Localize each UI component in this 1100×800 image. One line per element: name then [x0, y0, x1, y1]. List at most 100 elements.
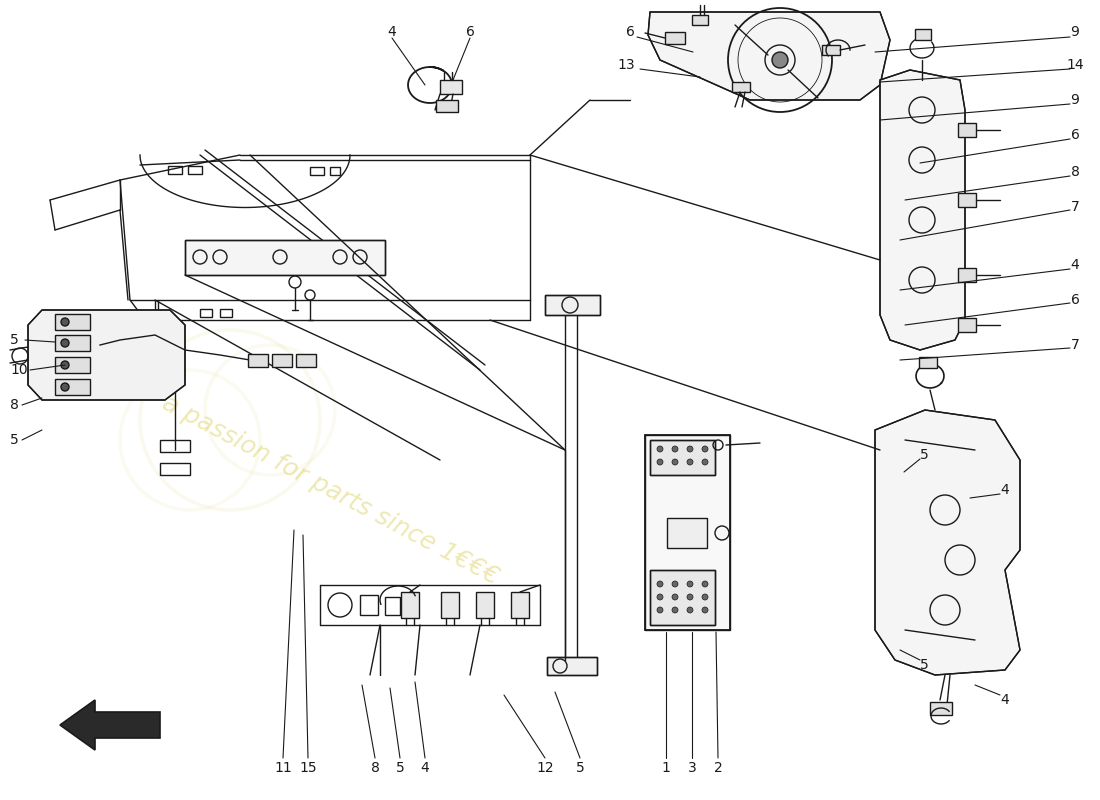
Bar — [822, 45, 840, 55]
Bar — [248, 354, 268, 367]
Text: 15: 15 — [299, 761, 317, 775]
Text: 5: 5 — [396, 761, 405, 775]
Bar — [185, 240, 385, 275]
Text: 6: 6 — [1070, 128, 1079, 142]
Text: 3: 3 — [688, 761, 696, 775]
Text: 6: 6 — [1070, 293, 1079, 307]
Text: 9: 9 — [1070, 93, 1079, 107]
Text: 1: 1 — [661, 761, 670, 775]
Bar — [958, 123, 976, 137]
Bar — [958, 268, 976, 282]
Text: 9: 9 — [1070, 25, 1079, 39]
Bar — [666, 32, 685, 44]
Polygon shape — [60, 700, 160, 750]
Bar — [55, 335, 90, 351]
Bar — [220, 309, 232, 317]
Bar — [930, 702, 952, 715]
Text: 7: 7 — [1070, 200, 1079, 214]
Text: 6: 6 — [465, 25, 474, 39]
Circle shape — [688, 446, 693, 452]
Text: 6: 6 — [626, 25, 635, 39]
Text: 11: 11 — [274, 761, 292, 775]
Polygon shape — [874, 410, 1020, 675]
Bar — [160, 440, 190, 452]
Circle shape — [657, 446, 663, 452]
Bar — [692, 15, 708, 25]
Circle shape — [657, 607, 663, 613]
Circle shape — [657, 581, 663, 587]
Circle shape — [702, 459, 708, 465]
Bar — [544, 295, 600, 315]
Bar — [55, 379, 90, 395]
Polygon shape — [880, 70, 965, 350]
Text: 5: 5 — [10, 333, 19, 347]
Bar — [440, 80, 462, 94]
Text: 13: 13 — [617, 58, 635, 72]
Bar — [441, 592, 459, 618]
Bar — [650, 570, 715, 625]
Polygon shape — [28, 310, 185, 400]
Bar — [188, 166, 202, 174]
Text: 7: 7 — [1070, 338, 1079, 352]
Text: a passion for parts since 1€€€: a passion for parts since 1€€€ — [157, 390, 503, 590]
Circle shape — [772, 52, 788, 68]
Circle shape — [672, 607, 678, 613]
Circle shape — [60, 361, 69, 369]
Bar — [512, 592, 529, 618]
Text: 4: 4 — [1070, 258, 1079, 272]
Bar — [402, 592, 419, 618]
Bar — [476, 592, 494, 618]
Text: 4: 4 — [1000, 693, 1009, 707]
Bar — [296, 354, 316, 367]
Bar — [544, 295, 600, 315]
Circle shape — [60, 383, 69, 391]
Bar — [645, 435, 730, 630]
Bar — [385, 597, 400, 615]
Circle shape — [702, 607, 708, 613]
Text: 10: 10 — [10, 363, 28, 377]
Bar — [168, 166, 182, 174]
Bar — [732, 82, 750, 92]
Circle shape — [60, 318, 69, 326]
Bar — [330, 167, 340, 175]
Text: 14: 14 — [1066, 58, 1083, 72]
Bar — [650, 440, 715, 475]
Bar — [547, 657, 597, 675]
Text: 5: 5 — [10, 433, 19, 447]
Bar — [547, 657, 597, 675]
Circle shape — [672, 594, 678, 600]
Text: 8: 8 — [371, 761, 380, 775]
Bar — [650, 570, 715, 625]
Text: 4: 4 — [420, 761, 429, 775]
Bar — [360, 595, 378, 615]
Bar — [436, 100, 458, 112]
Text: 8: 8 — [10, 398, 19, 412]
Text: 4: 4 — [387, 25, 396, 39]
Bar — [958, 193, 976, 207]
Text: 2: 2 — [714, 761, 723, 775]
Circle shape — [672, 581, 678, 587]
Circle shape — [688, 594, 693, 600]
Circle shape — [672, 459, 678, 465]
Bar — [918, 357, 937, 368]
Bar — [272, 354, 292, 367]
Bar — [310, 167, 324, 175]
Bar — [55, 314, 90, 330]
Text: 4: 4 — [1000, 483, 1009, 497]
Bar — [185, 240, 385, 275]
Text: 5: 5 — [920, 658, 928, 672]
Bar — [958, 318, 976, 332]
Circle shape — [702, 581, 708, 587]
Polygon shape — [648, 12, 890, 100]
Bar — [650, 440, 715, 475]
Text: 5: 5 — [920, 448, 928, 462]
Bar — [200, 309, 212, 317]
Bar — [667, 518, 707, 548]
Bar — [160, 463, 190, 475]
Circle shape — [688, 459, 693, 465]
Circle shape — [702, 446, 708, 452]
Text: 8: 8 — [1070, 165, 1079, 179]
Circle shape — [657, 459, 663, 465]
Bar — [55, 357, 90, 373]
Circle shape — [657, 594, 663, 600]
